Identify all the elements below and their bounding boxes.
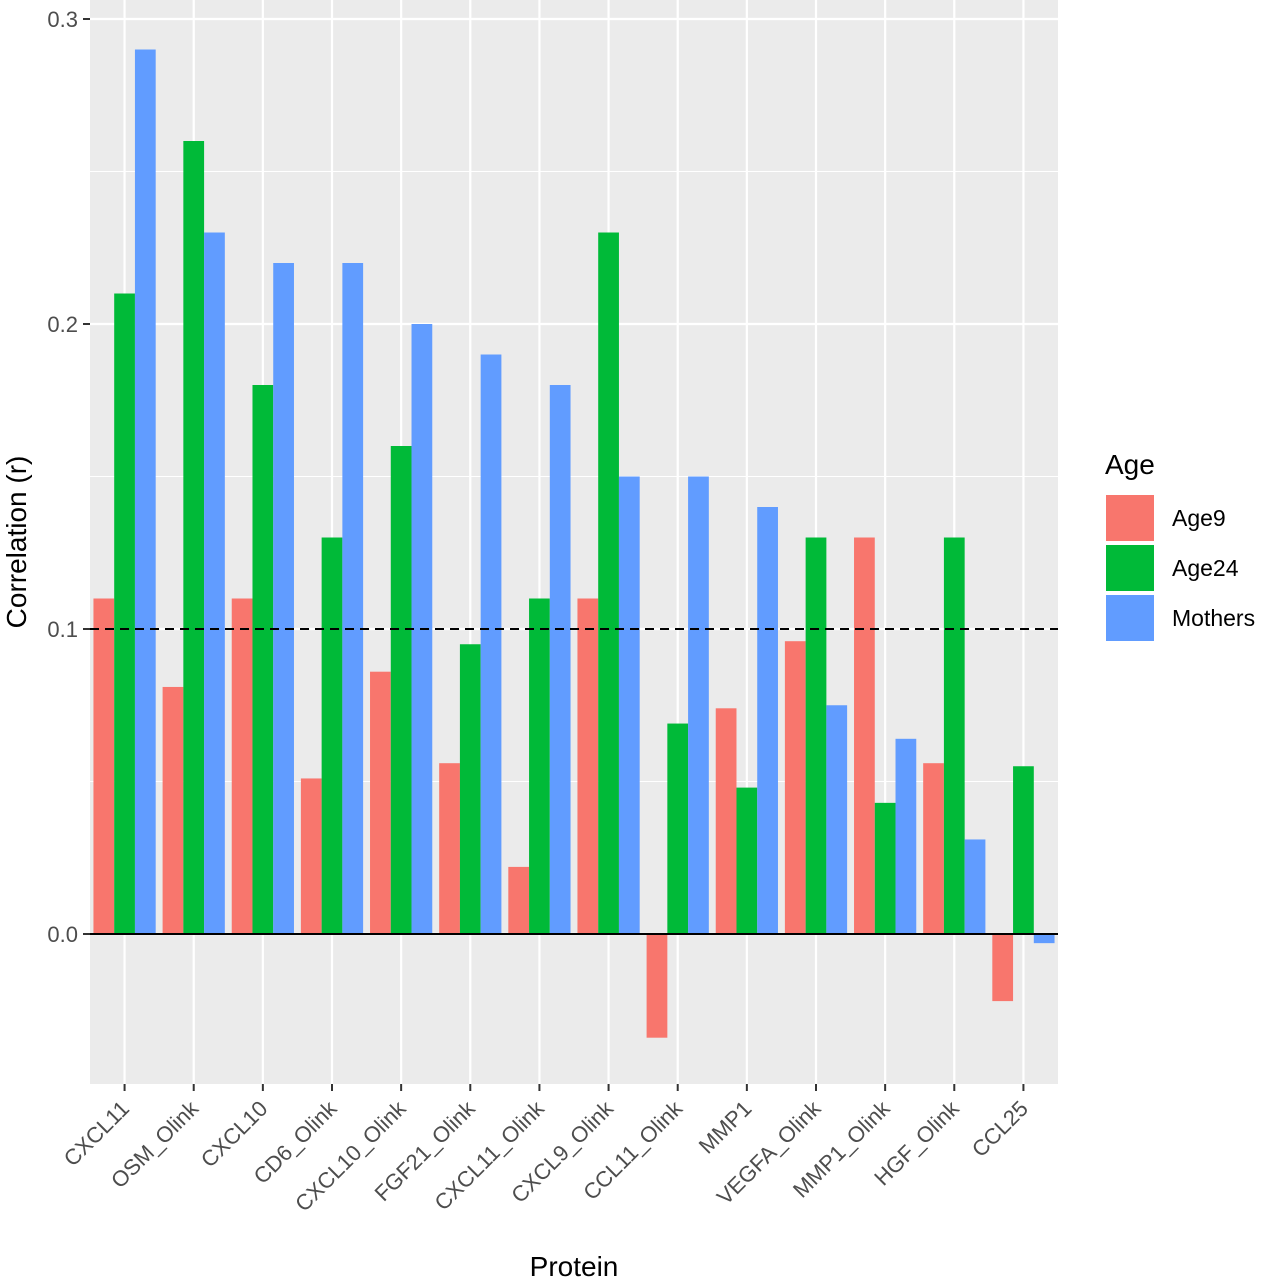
- bar-age24: [390, 446, 412, 934]
- legend-label-age9: Age9: [1172, 505, 1226, 531]
- bar-age24: [598, 232, 619, 934]
- y-tick-label: 0.0: [47, 922, 78, 947]
- bar-age24: [114, 293, 135, 934]
- bar-mothers: [688, 476, 709, 934]
- bar-age9: [992, 934, 1014, 1002]
- bar-mothers: [618, 476, 640, 934]
- legend-key-mothers: [1106, 595, 1154, 641]
- bar-mothers: [1033, 934, 1055, 944]
- y-tick-label: 0.2: [47, 312, 78, 337]
- bar-age9: [646, 934, 668, 1038]
- y-tick-label: 0.3: [47, 7, 78, 32]
- bar-age9: [715, 708, 737, 934]
- bar-age24: [874, 802, 896, 934]
- bar-mothers: [964, 839, 986, 934]
- legend-title: Age: [1105, 449, 1155, 480]
- bar-mothers: [549, 385, 571, 934]
- bar-age24: [183, 141, 205, 934]
- bar-age9: [93, 598, 115, 934]
- bar-mothers: [480, 354, 502, 934]
- bar-mothers: [204, 232, 225, 934]
- bar-age24: [529, 598, 550, 934]
- bar-mothers: [273, 263, 294, 934]
- bar-age9: [439, 763, 460, 934]
- bar-mothers: [895, 738, 917, 934]
- bar-mothers: [757, 507, 778, 934]
- bar-age9: [231, 598, 253, 934]
- bar-age9: [370, 671, 391, 934]
- bar-age9: [162, 686, 184, 934]
- bar-age24: [805, 537, 827, 934]
- bar-mothers: [134, 49, 156, 934]
- x-tick-label: CCL25: [967, 1096, 1033, 1162]
- x-tick-label: MMP1: [694, 1096, 757, 1159]
- bar-age9: [923, 763, 944, 934]
- bar-age24: [667, 723, 689, 934]
- bar-age24: [1013, 766, 1034, 934]
- bar-age9: [784, 641, 806, 934]
- bar-mothers: [342, 263, 364, 934]
- legend-label-mothers: Mothers: [1172, 605, 1255, 631]
- y-axis-title: Correlation (r): [1, 456, 32, 629]
- bar-age24: [943, 537, 965, 934]
- bar-age9: [300, 778, 322, 934]
- legend-key-age24: [1106, 545, 1154, 591]
- bar-age9: [577, 598, 599, 934]
- bar-age9: [508, 866, 530, 934]
- bar-mothers: [826, 705, 848, 934]
- bar-age24: [321, 537, 343, 934]
- legend-key-age9: [1106, 495, 1154, 541]
- bar-age24: [459, 644, 481, 934]
- y-tick-label: 0.1: [47, 617, 78, 642]
- legend-label-age24: Age24: [1172, 555, 1239, 581]
- bar-age9: [854, 537, 875, 934]
- bar-age24: [252, 385, 274, 934]
- bar-age24: [736, 787, 758, 934]
- x-axis-title: Protein: [530, 1251, 619, 1280]
